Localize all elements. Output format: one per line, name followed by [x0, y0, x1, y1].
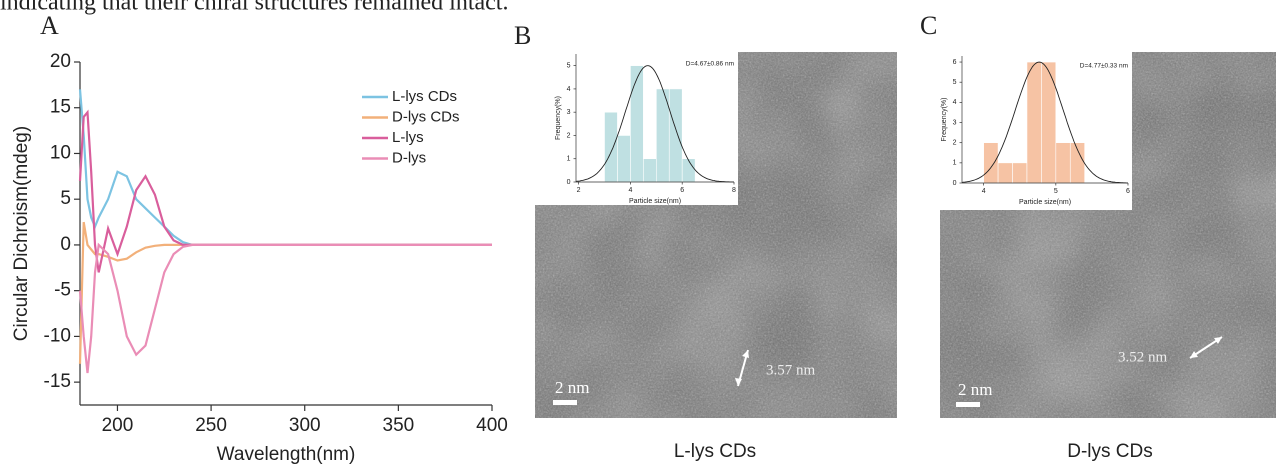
y-tick-label: 0	[567, 179, 571, 186]
panel-label: B	[514, 21, 531, 50]
scale-bar-label: 2 nm	[958, 380, 992, 399]
panel-label: A	[40, 11, 59, 40]
line	[78, 242, 492, 374]
x-axis-label: Wavelength(nm)	[217, 444, 356, 465]
lattice-label: 3.57 nm	[766, 362, 816, 378]
panel-label: C	[920, 11, 937, 40]
x-tick-label: 2	[577, 187, 581, 194]
bar	[668, 88, 683, 183]
bar	[604, 111, 618, 183]
y-tick-label: 4	[953, 99, 957, 106]
y-axis-label: Frequency(%)	[555, 96, 562, 140]
y-tick-label: 2	[953, 140, 957, 147]
legend-label: D-lys	[392, 149, 426, 166]
fit-curve	[961, 61, 1128, 184]
y-tick-label: 3	[567, 109, 571, 116]
bar	[1055, 142, 1071, 184]
bar	[997, 162, 1013, 184]
y-tick-label: -10	[44, 325, 71, 346]
bar	[617, 135, 631, 183]
caption: L-lys CDs	[674, 441, 756, 462]
annotation: D=4.77±0.33 nm	[1080, 63, 1128, 70]
x-tick-label: 250	[195, 415, 227, 436]
x-tick-label: 5	[1054, 188, 1058, 195]
y-tick-label: -15	[44, 371, 71, 392]
x-tick-label: 6	[680, 187, 684, 194]
annotation: D=4.67±0.86 nm	[686, 61, 734, 68]
bar	[630, 65, 644, 183]
tem-image	[535, 52, 897, 418]
x-axis-label: Particle size(nm)	[629, 198, 681, 205]
x-tick-label: 6	[1126, 188, 1130, 195]
x-tick-label: 4	[628, 187, 632, 194]
legend-label: L-lys CDs	[392, 88, 457, 105]
y-tick-label: 3	[953, 119, 957, 126]
y-tick-label: 0	[953, 180, 957, 187]
bar	[681, 158, 696, 183]
y-tick-label: 15	[50, 97, 71, 118]
text-fragment: indicating that their chiral structures …	[0, 0, 508, 16]
y-tick-label: 1	[953, 160, 957, 167]
x-tick-label: 400	[476, 415, 508, 436]
x-tick-label: 200	[102, 415, 134, 436]
bar	[983, 142, 999, 184]
tem-image	[940, 52, 1276, 418]
y-axis-label: Circular Dichroism(mdeg)	[11, 126, 32, 341]
y-tick-label: 1	[567, 156, 571, 163]
lattice-label: 3.52 nm	[1118, 349, 1168, 365]
scale-bar-label: 2 nm	[555, 378, 589, 397]
y-tick-label: 0	[60, 234, 71, 255]
x-tick-label: 8	[732, 187, 736, 194]
y-tick-label: 4	[567, 86, 571, 93]
y-axis-label: Frequency(%)	[941, 98, 948, 142]
legend-label: L-lys	[392, 129, 424, 146]
y-tick-label: 5	[567, 62, 571, 69]
x-axis-label: Particle size(nm)	[1019, 199, 1071, 206]
y-tick-label: 6	[953, 59, 957, 66]
caption: D-lys CDs	[1067, 441, 1153, 462]
y-tick-label: 2	[567, 132, 571, 139]
y-tick-label: 5	[60, 188, 71, 209]
bar	[643, 158, 657, 183]
y-tick-label: 10	[50, 142, 71, 163]
bar	[1012, 162, 1028, 184]
line	[78, 221, 492, 364]
y-tick-label: 5	[953, 79, 957, 86]
bar	[1026, 61, 1042, 184]
y-tick-label: 20	[50, 51, 71, 72]
y-tick-label: -5	[54, 280, 71, 301]
legend-label: D-lys CDs	[392, 108, 460, 125]
x-tick-label: 4	[982, 188, 986, 195]
fit-curve	[575, 65, 734, 183]
bar	[1041, 61, 1057, 184]
x-tick-label: 350	[383, 415, 415, 436]
x-tick-label: 300	[289, 415, 321, 436]
